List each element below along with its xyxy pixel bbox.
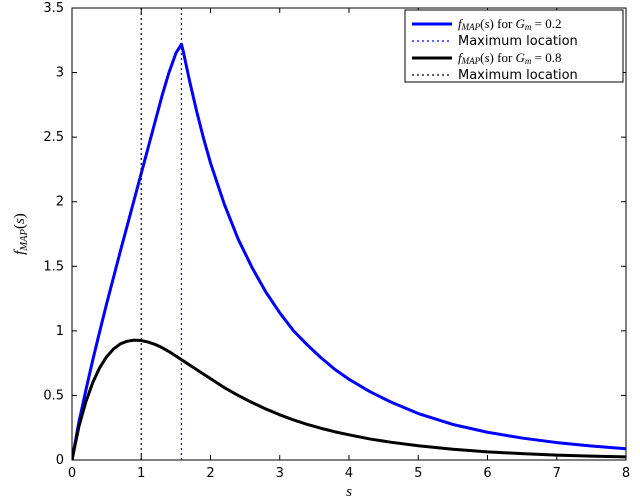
legend-label: Maximum location [458, 68, 578, 83]
xtick-label: 7 [553, 466, 561, 481]
xtick-label: 3 [276, 466, 284, 481]
ytick-label: 0 [56, 453, 64, 468]
ytick-label: 3.5 [43, 1, 64, 16]
xtick-label: 1 [137, 466, 145, 481]
legend-label: Maximum location [458, 34, 578, 49]
ytick-label: 3 [56, 66, 64, 81]
ytick-label: 2.5 [43, 130, 64, 145]
ytick-label: 2 [56, 195, 64, 210]
xtick-label: 4 [345, 466, 353, 481]
x-axis-label: s [346, 484, 352, 500]
ytick-label: 1.5 [43, 259, 64, 274]
ytick-label: 1 [56, 324, 64, 339]
xtick-label: 2 [206, 466, 214, 481]
chart-svg: 01234567800.511.522.533.5sfMAP(s)fMAP(s)… [0, 0, 640, 501]
ytick-label: 0.5 [43, 388, 64, 403]
xtick-label: 8 [622, 466, 630, 481]
xtick-label: 5 [414, 466, 422, 481]
xtick-label: 0 [68, 466, 76, 481]
chart-container: { "chart": { "type": "line", "width": 64… [0, 0, 640, 501]
xtick-label: 6 [483, 466, 491, 481]
